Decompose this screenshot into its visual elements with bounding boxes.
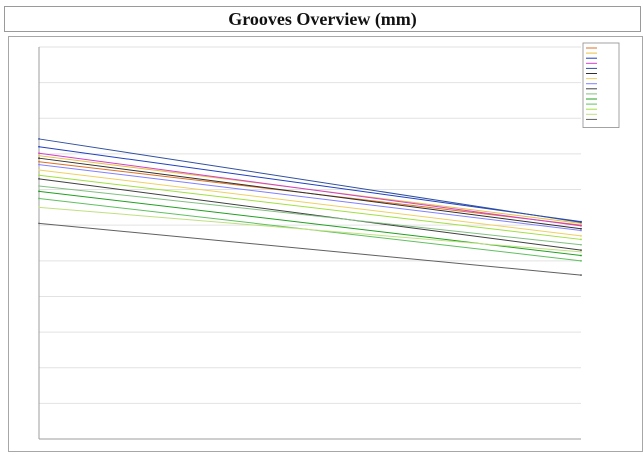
data-point bbox=[580, 229, 582, 232]
data-point bbox=[38, 152, 40, 155]
data-point bbox=[38, 157, 40, 160]
data-point bbox=[38, 197, 40, 200]
chart-title-bar: Grooves Overview (mm) bbox=[4, 6, 641, 32]
series-line bbox=[38, 185, 582, 246]
series-line bbox=[38, 169, 582, 237]
data-point bbox=[38, 174, 40, 177]
data-point bbox=[580, 227, 582, 230]
data-point bbox=[38, 160, 40, 163]
series-line bbox=[38, 178, 582, 251]
series-line bbox=[38, 146, 582, 223]
data-point bbox=[38, 145, 40, 148]
series-line bbox=[38, 152, 582, 227]
data-point bbox=[38, 138, 40, 140]
data-point bbox=[580, 254, 582, 257]
series-line bbox=[38, 157, 582, 230]
data-point bbox=[580, 259, 582, 262]
series-line bbox=[38, 206, 582, 253]
data-point bbox=[580, 251, 582, 253]
series-line bbox=[38, 164, 582, 232]
plot-panel bbox=[8, 36, 643, 452]
data-point bbox=[580, 238, 582, 241]
data-point bbox=[38, 206, 40, 209]
data-point bbox=[38, 169, 40, 171]
data-point bbox=[38, 163, 40, 166]
series-line bbox=[38, 138, 582, 223]
data-point bbox=[580, 234, 582, 237]
data-point bbox=[580, 274, 582, 276]
data-point bbox=[38, 185, 40, 187]
data-point bbox=[38, 177, 40, 180]
line-chart bbox=[38, 42, 620, 440]
data-point bbox=[38, 154, 40, 157]
data-point bbox=[580, 221, 582, 224]
data-point bbox=[580, 249, 582, 252]
series-line bbox=[38, 190, 582, 256]
series-line bbox=[38, 174, 582, 240]
chart-title: Grooves Overview (mm) bbox=[228, 8, 417, 29]
legend-box bbox=[582, 42, 620, 128]
data-point bbox=[580, 224, 582, 227]
series-line bbox=[38, 222, 582, 276]
data-point bbox=[38, 222, 40, 225]
data-point bbox=[580, 243, 582, 246]
data-point bbox=[38, 190, 40, 193]
